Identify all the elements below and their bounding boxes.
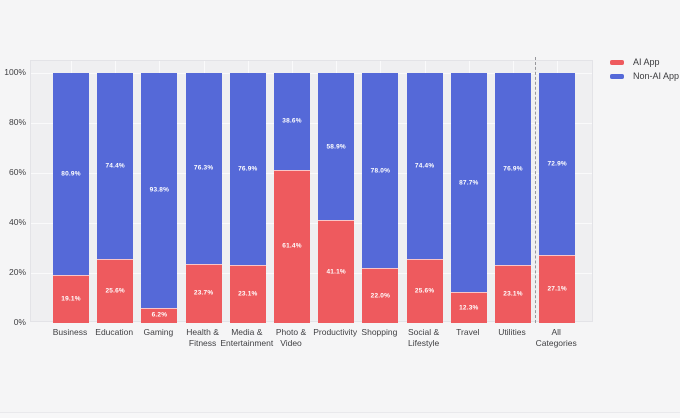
- non-ai-app-swatch-icon: [610, 73, 624, 79]
- bar-ai-2[interactable]: [141, 307, 178, 323]
- value-label-non-ai: 76.3%: [193, 164, 214, 172]
- bottom-divider: [0, 412, 680, 413]
- bar-non-ai-11[interactable]: [539, 73, 576, 256]
- bar-ai-5[interactable]: [274, 169, 310, 323]
- bar-non-ai-1[interactable]: [97, 73, 134, 259]
- bar-non-ai-5[interactable]: [274, 73, 310, 170]
- x-tick-label-7: Shopping: [361, 327, 398, 337]
- bar-ai-7[interactable]: [362, 268, 399, 323]
- value-label-ai: 22.0%: [370, 292, 391, 299]
- value-label-non-ai: 80.9%: [61, 170, 81, 178]
- value-label-ai: 27.1%: [547, 285, 567, 293]
- gridline-100: [31, 73, 592, 74]
- bar-non-ai-4[interactable]: [229, 73, 266, 266]
- x-tick-label-8: Social & Lifestyle: [408, 327, 440, 348]
- x-tick-label-6: Productivity: [313, 327, 358, 337]
- y-tick-label-20: 20%: [8, 267, 26, 277]
- value-label-non-ai: 74.4%: [105, 162, 125, 170]
- value-label-ai: 23.1%: [503, 290, 523, 298]
- bar-ai-1[interactable]: [97, 259, 134, 323]
- bar-non-ai-3[interactable]: [185, 73, 222, 264]
- x-tick-label-11: All Categories: [535, 327, 577, 348]
- bar-non-ai-2[interactable]: [141, 73, 178, 308]
- all-categories-separator-line: [535, 57, 536, 323]
- y-tick-label-0: 0%: [13, 317, 26, 327]
- value-label-non-ai: 78.0%: [370, 167, 391, 174]
- value-label-ai: 19.1%: [61, 295, 81, 303]
- bar-ai-6[interactable]: [318, 220, 355, 323]
- bar-ai-9[interactable]: [450, 292, 487, 323]
- x-tick-label-1: Education: [95, 327, 134, 337]
- bar-non-ai-8[interactable]: [406, 73, 443, 259]
- bottom-strip: [0, 413, 680, 418]
- gridline-80: [31, 123, 592, 124]
- y-tick-label-80: 80%: [8, 117, 26, 127]
- value-label-ai: 6.2%: [151, 311, 168, 319]
- value-label-ai: 23.7%: [193, 289, 214, 297]
- bar-non-ai-6[interactable]: [318, 73, 355, 221]
- gridline-40: [31, 223, 592, 224]
- x-tick-label-2: Gaming: [143, 327, 174, 337]
- value-label-ai: 25.6%: [414, 287, 435, 295]
- value-label-ai: 61.4%: [282, 242, 302, 250]
- ai-app-swatch-icon: [610, 59, 624, 65]
- y-tick-label-60: 60%: [8, 167, 26, 177]
- gridline-60: [31, 173, 592, 174]
- value-label-ai: 41.1%: [326, 268, 346, 276]
- legend-item-ai-app[interactable]: AI App: [610, 57, 679, 67]
- legend-label-non-ai-app: Non-AI App: [633, 71, 680, 81]
- legend: AI App Non-AI App: [610, 57, 679, 81]
- value-label-non-ai: 76.9%: [238, 165, 258, 173]
- bar-ai-0[interactable]: [53, 275, 89, 323]
- value-label-non-ai: 58.9%: [326, 143, 346, 151]
- value-label-non-ai: 38.6%: [282, 117, 302, 125]
- x-tick-label-5: Photo & Video: [275, 327, 307, 348]
- x-tick-label-9: Travel: [456, 327, 480, 337]
- bar-non-ai-9[interactable]: [450, 73, 487, 293]
- bar-ai-3[interactable]: [185, 263, 222, 323]
- bar-ai-8[interactable]: [406, 259, 443, 323]
- x-tick-label-0: Business: [52, 327, 88, 337]
- plot-area: 80.9% 19.1% 74.4% 25.6% 93.8% 6.2% 76.3% 23.7% 7…: [30, 57, 593, 323]
- x-tick-label-3: Health & Fitness: [186, 327, 219, 348]
- value-label-non-ai: 93.8%: [149, 186, 170, 194]
- value-label-non-ai: 74.4%: [414, 162, 435, 170]
- value-label-ai: 12.3%: [459, 304, 479, 312]
- y-tick-label-100: 100%: [4, 67, 26, 77]
- gridline-20: [31, 273, 592, 274]
- bar-ai-10[interactable]: [495, 265, 531, 323]
- value-label-non-ai: 76.9%: [503, 165, 523, 173]
- value-label-non-ai: 87.7%: [459, 179, 479, 187]
- legend-label-ai-app: AI App: [633, 57, 660, 67]
- x-tick-label-10: Utilities: [498, 327, 526, 337]
- bar-non-ai-0[interactable]: [53, 73, 89, 276]
- legend-item-non-ai-app[interactable]: Non-AI App: [610, 71, 679, 81]
- bar-non-ai-7[interactable]: [362, 73, 399, 268]
- bar-non-ai-10[interactable]: [495, 73, 531, 266]
- y-tick-label-40: 40%: [8, 217, 26, 227]
- bar-ai-4[interactable]: [229, 265, 266, 323]
- value-label-ai: 25.6%: [105, 287, 125, 295]
- bar-ai-11[interactable]: [539, 255, 576, 323]
- x-tick-label-4: Media & Entertainment: [220, 327, 274, 348]
- value-label-ai: 23.1%: [238, 290, 258, 298]
- value-label-non-ai: 72.9%: [547, 160, 567, 168]
